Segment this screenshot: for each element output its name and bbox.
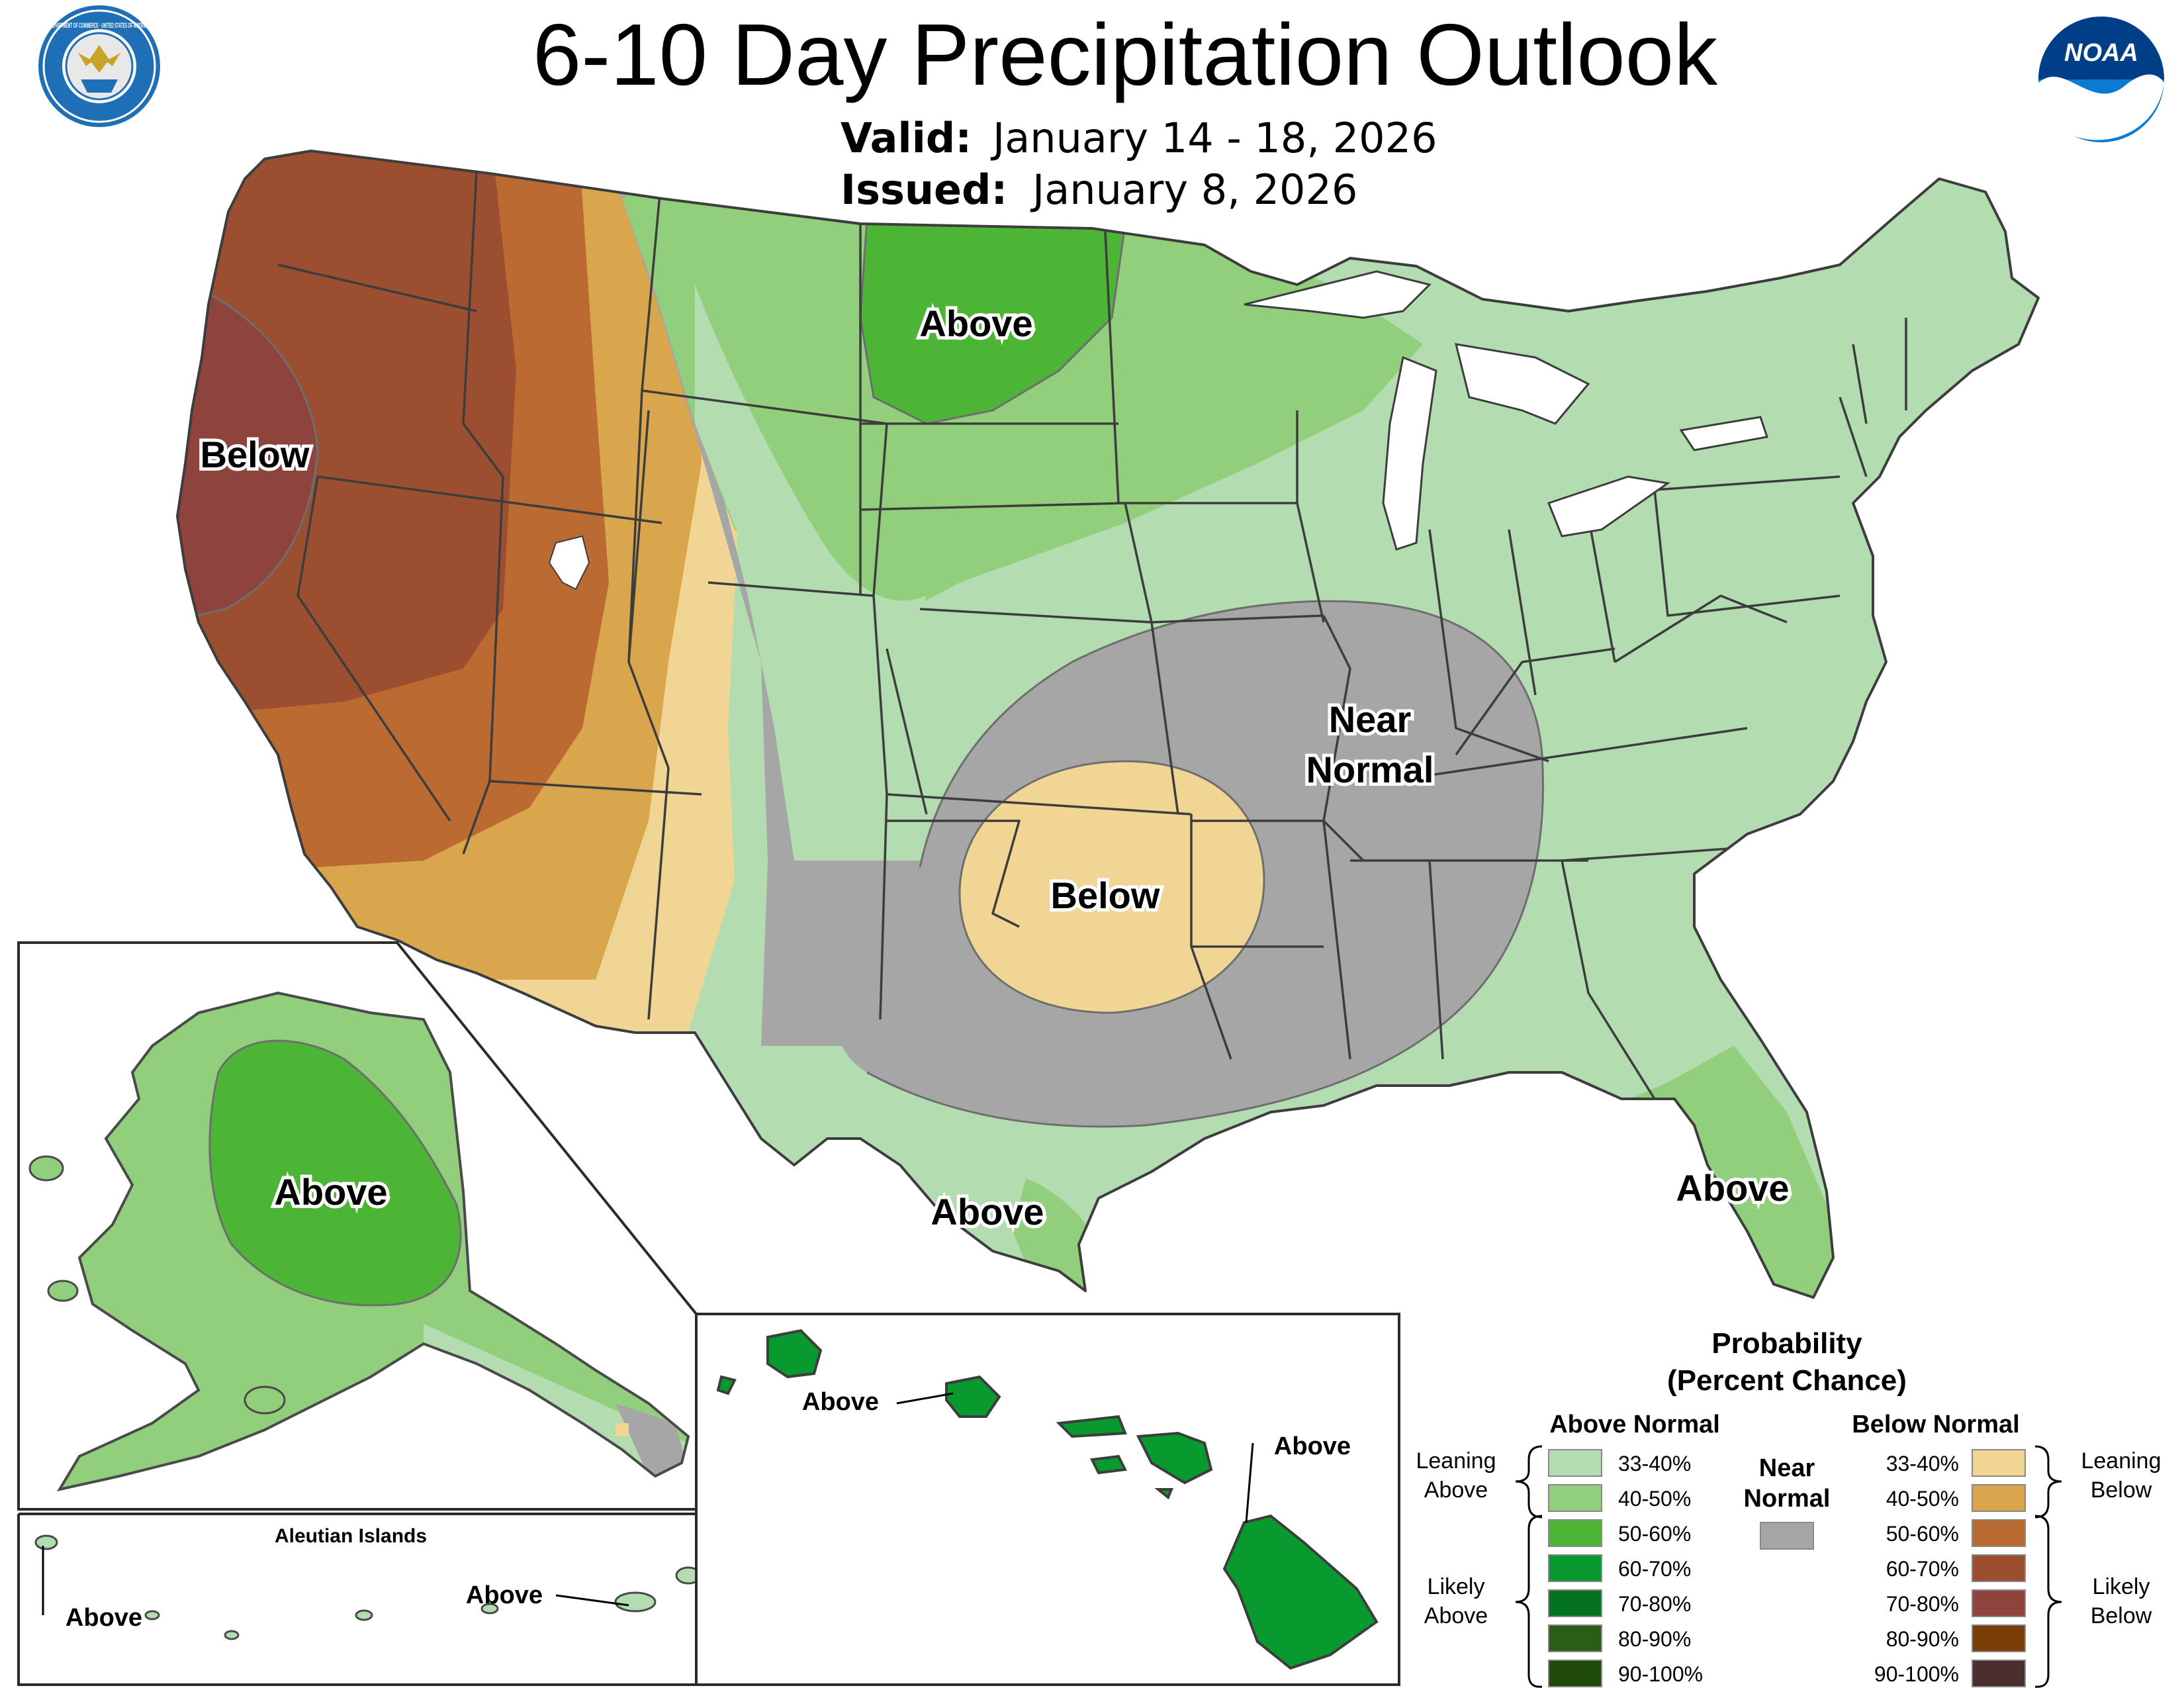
above-legend-swatch-3 <box>1548 1554 1602 1582</box>
below-legend-range-2: 50-60% <box>1886 1522 1959 1546</box>
above-legend-range-0: 33-40% <box>1618 1452 1691 1476</box>
label-hawaii-east-above: Above <box>1274 1432 1351 1460</box>
alaska-inset: Above Aleutian Islands Above Above <box>17 941 702 1686</box>
leaning-below-label-2: Below <box>2091 1477 2152 1503</box>
above-legend-swatch-5 <box>1548 1624 1602 1652</box>
below-legend-swatch-5 <box>1972 1624 2026 1652</box>
above-legend-swatch-0 <box>1548 1449 1602 1477</box>
issued-value: January 8, 2026 <box>1030 165 1357 214</box>
hawaii-inset: Above Above <box>695 1313 1400 1686</box>
label-florida-above: Above <box>1676 1167 1789 1209</box>
above-legend-swatch-1 <box>1548 1484 1602 1512</box>
label-southern-plains-below: Below <box>1051 874 1160 916</box>
aleutian-title: Aleutian Islands <box>275 1525 427 1547</box>
above-legend-range-3: 60-70% <box>1618 1557 1691 1581</box>
above-legend-range-5: 80-90% <box>1618 1627 1691 1651</box>
below-legend-swatch-6 <box>1972 1660 2026 1687</box>
below-legend-swatch-1 <box>1972 1484 2026 1512</box>
legend-below-rows: 33-40% 40-50% 50-60% 60-70% 70-80% 80-90% 90-1… <box>1874 1449 2026 1687</box>
label-normal: Normal <box>1306 749 1434 790</box>
label-alaska-above: Above <box>274 1171 387 1213</box>
likely-below-label-2: Below <box>2091 1603 2152 1628</box>
below-legend-range-0: 33-40% <box>1886 1452 1959 1476</box>
leaning-above-label: Leaning <box>1416 1448 1496 1474</box>
above-legend-range-6: 90-100% <box>1618 1662 1703 1686</box>
above-legend-swatch-6 <box>1548 1660 1602 1687</box>
below-legend-range-6: 90-100% <box>1874 1662 1959 1686</box>
header: 6-10 Day Precipitation Outlook Valid: Ja… <box>533 6 1718 214</box>
above-legend-swatch-2 <box>1548 1519 1602 1547</box>
likely-above-label: Likely <box>1428 1574 1485 1599</box>
legend-above-header: Above Normal <box>1549 1411 1720 1438</box>
noaa-logo-text: NOAA <box>2064 39 2138 67</box>
legend-near-header: Near <box>1759 1454 1815 1482</box>
near-normal-swatch <box>1760 1522 1814 1550</box>
commerce-seal-logo: DEPARTMENT OF COMMERCE · UNITED STATES O… <box>38 5 160 127</box>
likely-above-label-2: Above <box>1424 1603 1488 1628</box>
below-legend-swatch-3 <box>1972 1554 2026 1582</box>
valid-value: January 14 - 18, 2026 <box>990 114 1437 162</box>
above-legend-swatch-4 <box>1548 1589 1602 1617</box>
above-legend-range-4: 70-80% <box>1618 1592 1691 1616</box>
legend-subtitle: (Percent Chance) <box>1667 1364 1907 1397</box>
above-legend-range-2: 50-60% <box>1618 1522 1691 1546</box>
below-legend-range-5: 80-90% <box>1886 1627 1959 1651</box>
page-title: 6-10 Day Precipitation Outlook <box>533 6 1718 103</box>
legend: Probability (Percent Chance) Above Norma… <box>1416 1327 2161 1688</box>
legend-near-header-2: Normal <box>1744 1485 1831 1513</box>
label-texas-above: Above <box>931 1191 1044 1233</box>
below-legend-range-4: 70-80% <box>1886 1592 1959 1616</box>
leaning-below-label: Leaning <box>2081 1448 2161 1474</box>
below-legend-swatch-0 <box>1972 1449 2026 1477</box>
legend-below-header: Below Normal <box>1852 1411 2019 1438</box>
noaa-logo: NOAA <box>2037 17 2165 142</box>
valid-label: Valid: <box>841 114 972 162</box>
label-near: Near <box>1329 698 1412 740</box>
label-north-above: Above <box>919 303 1032 344</box>
label-hawaii-west-above: Above <box>802 1388 879 1416</box>
legend-title: Probability <box>1711 1327 1862 1360</box>
legend-above-rows: 33-40% 40-50% 50-60% 60-70% 70-80% 80-90% 90-1… <box>1548 1449 1703 1687</box>
label-aleutian-west-above: Above <box>66 1604 142 1632</box>
label-aleutian-east-above: Above <box>466 1581 543 1609</box>
likely-below-label: Likely <box>2093 1574 2150 1599</box>
commerce-seal-text: DEPARTMENT OF COMMERCE · UNITED STATES O… <box>50 22 149 30</box>
label-west-below: Below <box>201 434 310 475</box>
below-legend-range-1: 40-50% <box>1886 1487 1959 1511</box>
leaning-above-label-2: Above <box>1424 1477 1488 1503</box>
above-legend-range-1: 40-50% <box>1618 1487 1691 1511</box>
below-legend-range-3: 60-70% <box>1886 1557 1959 1581</box>
below-legend-swatch-4 <box>1972 1589 2026 1617</box>
issued-label: Issued: <box>841 165 1007 214</box>
below-legend-swatch-2 <box>1972 1519 2026 1547</box>
